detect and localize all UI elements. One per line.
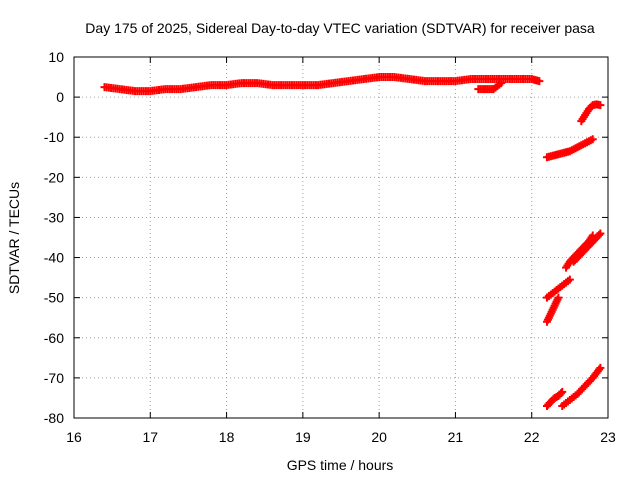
y-tick-label: -60 <box>44 330 64 346</box>
data-point <box>595 230 604 239</box>
chart-title: Day 175 of 2025, Sidereal Day-to-day VTE… <box>85 20 595 36</box>
grid <box>74 57 608 418</box>
x-axis-label: GPS time / hours <box>287 457 394 473</box>
x-axis: 16 17 18 19 20 21 22 23 <box>66 57 616 445</box>
data-points <box>100 73 605 410</box>
y-tick-label: -80 <box>44 410 64 426</box>
data-point <box>596 229 605 238</box>
data-point <box>565 275 574 284</box>
data-point <box>596 101 605 110</box>
y-tick-label: -70 <box>44 370 64 386</box>
data-point <box>556 389 565 398</box>
data-point <box>497 79 506 88</box>
y-axis: 10 0 -10 -20 -30 -40 -50 -60 -70 -80 <box>44 49 608 426</box>
y-tick-label: 10 <box>48 49 64 65</box>
x-tick-label: 20 <box>371 429 387 445</box>
x-tick-label: 22 <box>524 429 540 445</box>
data-point <box>588 135 597 144</box>
y-tick-label: 0 <box>56 89 64 105</box>
data-point <box>558 387 567 396</box>
y-tick-label: -50 <box>44 290 64 306</box>
x-tick-label: 16 <box>66 429 82 445</box>
y-tick-label: -30 <box>44 209 64 225</box>
y-tick-label: -10 <box>44 129 64 145</box>
data-point <box>596 363 605 372</box>
x-tick-label: 17 <box>142 429 158 445</box>
plot-frame <box>73 56 609 419</box>
y-tick-label: -40 <box>44 250 64 266</box>
data-point <box>535 77 544 86</box>
x-tick-label: 18 <box>219 429 235 445</box>
x-tick-label: 21 <box>448 429 464 445</box>
y-axis-label: SDTVAR / TECUs <box>6 182 22 294</box>
y-tick-label: -20 <box>44 169 64 185</box>
data-point <box>554 293 563 302</box>
x-tick-label: 23 <box>600 429 616 445</box>
x-tick-label: 19 <box>295 429 311 445</box>
